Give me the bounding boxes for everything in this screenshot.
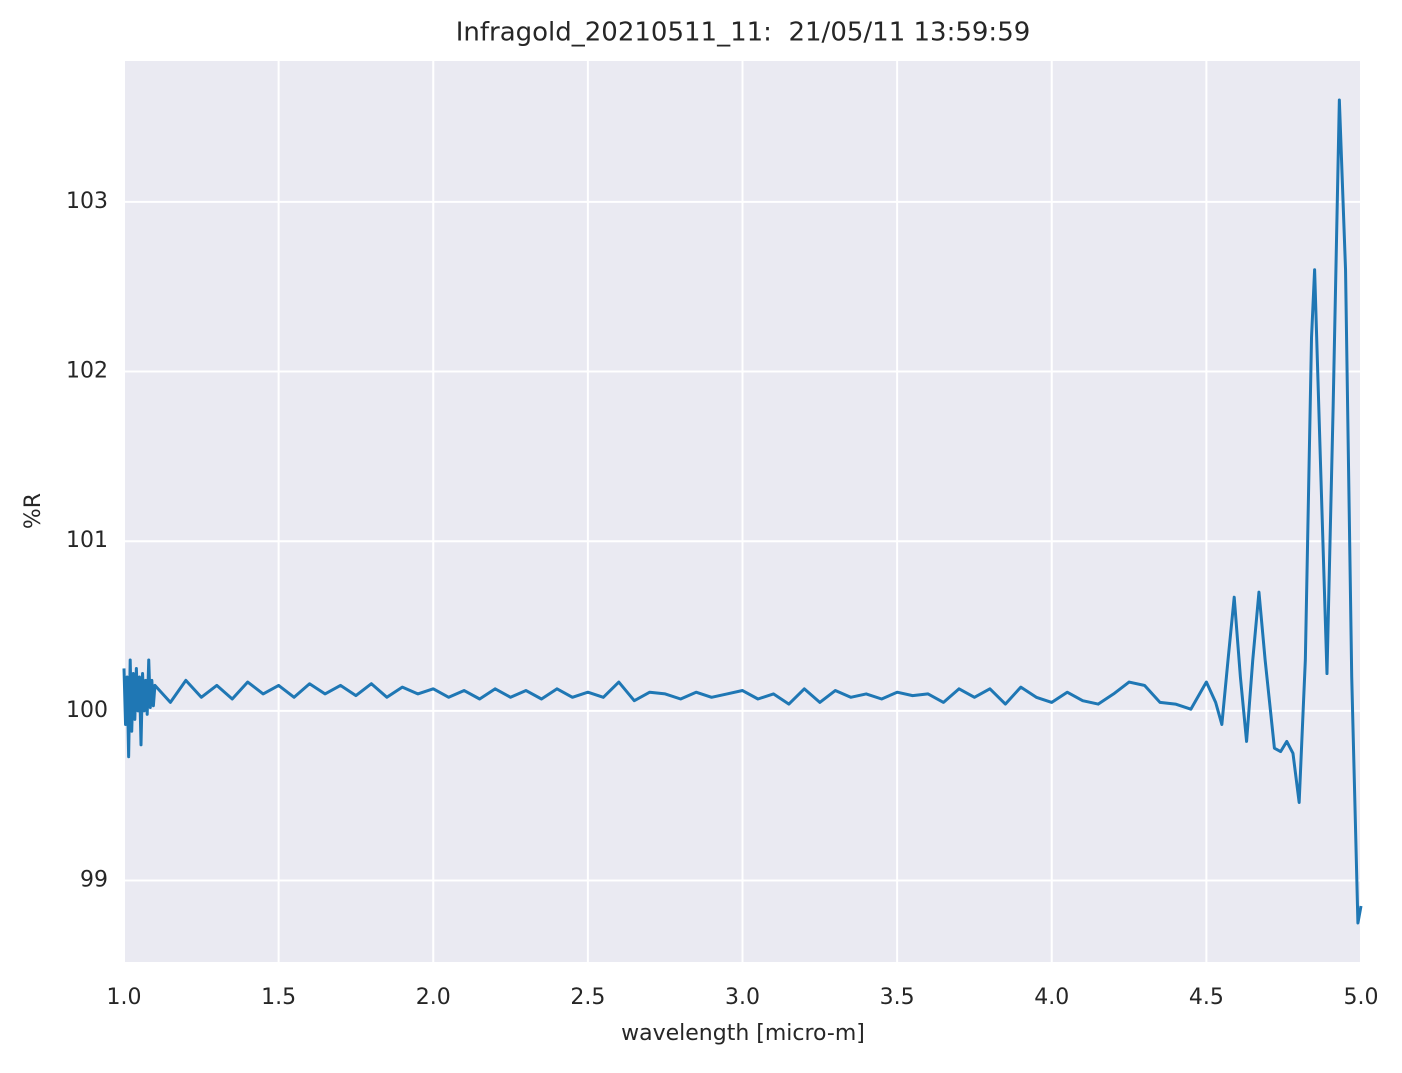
x-tick-label: 2.0 [416,985,451,1010]
x-tick-label: 4.0 [1034,985,1069,1010]
x-tick-label: 4.5 [1189,985,1224,1010]
y-tick-label: 100 [66,698,108,723]
y-tick-label: 99 [80,868,108,893]
x-tick-label: 5.0 [1344,985,1379,1010]
x-tick-label: 1.0 [107,985,142,1010]
x-tick-label: 1.5 [261,985,296,1010]
data-line [122,98,1363,925]
y-tick-label: 102 [66,359,108,384]
x-tick-label: 3.5 [880,985,915,1010]
y-tick-label: 103 [66,189,108,214]
x-tick-label: 2.5 [570,985,605,1010]
x-axis-label: wavelength [micro-m] [621,1021,865,1046]
y-tick-label: 101 [66,528,108,553]
y-axis-label: %R [21,493,46,529]
x-tick-label: 3.0 [725,985,760,1010]
chart-title: Infragold_20210511_11: 21/05/11 13:59:59 [456,18,1031,48]
